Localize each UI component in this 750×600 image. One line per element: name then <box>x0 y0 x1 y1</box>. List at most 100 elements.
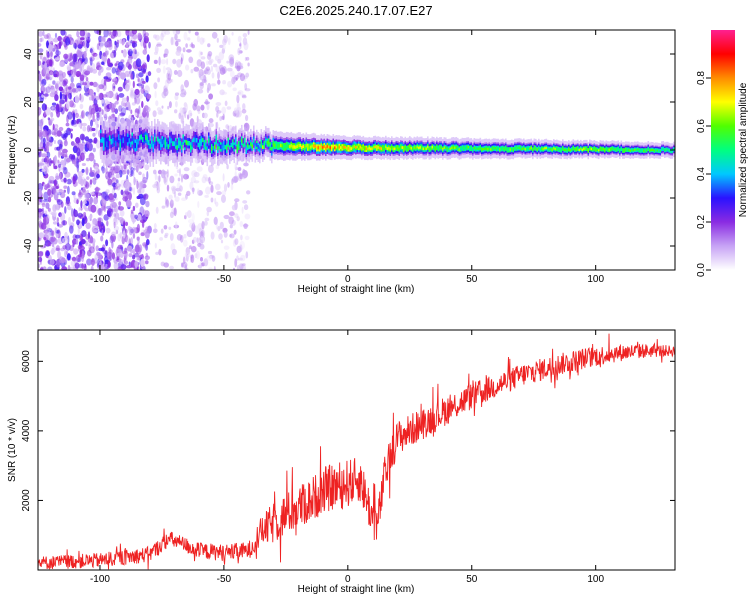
noise-cell <box>41 207 45 216</box>
noise-cell <box>105 166 108 175</box>
noise-cell <box>163 53 168 58</box>
noise-cell <box>53 73 58 78</box>
noise-cell <box>83 40 87 48</box>
noise-cell <box>155 100 159 107</box>
signal-cell <box>307 145 309 149</box>
noise-cell <box>173 190 177 199</box>
noise-cell <box>164 196 168 205</box>
noise-cell <box>119 112 126 116</box>
noise-cell <box>234 198 240 203</box>
signal-cell <box>275 143 278 147</box>
noise-cell <box>65 91 69 96</box>
noise-cell <box>54 188 59 195</box>
noise-cell <box>101 165 105 174</box>
noise-cell <box>215 201 219 207</box>
signal-cell <box>508 148 510 152</box>
noise-cell <box>114 207 118 213</box>
noise-cell <box>184 264 188 270</box>
noise-cell <box>121 250 128 255</box>
signal-cell <box>379 146 381 150</box>
noise-cell <box>44 210 48 216</box>
noise-cell <box>189 43 194 48</box>
noise-cell <box>80 207 83 211</box>
noise-cell <box>181 197 187 201</box>
signal-cell <box>598 149 600 152</box>
signal-cell <box>479 146 482 149</box>
signal-cell <box>212 146 215 151</box>
noise-cell <box>134 88 140 96</box>
noise-cell <box>161 30 166 38</box>
noise-cell <box>130 170 134 177</box>
noise-cell <box>115 229 119 235</box>
noise-cell <box>74 210 77 216</box>
noise-cell <box>63 177 67 183</box>
noise-cell <box>95 125 98 135</box>
noise-cell <box>47 117 50 121</box>
signal-cell <box>128 138 131 144</box>
signal-cell <box>527 147 530 150</box>
signal-cell <box>221 145 224 150</box>
signal-cell <box>541 147 543 150</box>
signal-cell <box>400 145 402 149</box>
noise-cell <box>191 239 195 244</box>
noise-cell <box>72 242 75 248</box>
noise-cell <box>56 48 59 57</box>
signal-cell <box>602 148 605 151</box>
noise-cell <box>105 227 111 234</box>
noise-cell <box>145 243 149 251</box>
signal-cell <box>487 147 489 151</box>
noise-cell <box>88 246 95 254</box>
noise-cell <box>95 186 99 195</box>
noise-cell <box>38 60 42 67</box>
y-tick-label: -20 <box>23 190 34 205</box>
colorbar-gradient <box>711 30 735 270</box>
noise-cell <box>244 88 251 92</box>
noise-cell <box>137 189 142 194</box>
noise-cell <box>126 34 130 41</box>
signal-cell <box>178 140 180 146</box>
noise-cell <box>234 162 237 171</box>
noise-cell <box>153 169 157 175</box>
noise-cell <box>177 69 183 78</box>
noise-cell <box>166 184 170 192</box>
signal-cell <box>656 149 659 152</box>
signal-cell <box>187 140 189 146</box>
noise-cell <box>134 252 139 258</box>
signal-cell <box>352 146 354 150</box>
noise-cell <box>68 216 71 226</box>
noise-cell <box>239 73 246 82</box>
signal-cell <box>464 146 467 150</box>
signal-cell <box>461 146 464 150</box>
signal-cell <box>329 146 332 150</box>
signal-cell <box>262 145 264 149</box>
noise-cell <box>223 245 230 250</box>
spectrogram-panel: -100 -50 0 50 100 -40 -20 0 20 40 Height of stra… <box>7 29 676 295</box>
noise-cell <box>69 54 73 61</box>
noise-cell <box>107 261 111 268</box>
noise-cell <box>153 34 157 39</box>
signal-cell <box>349 147 351 150</box>
noise-cell <box>66 100 70 110</box>
signal-cell <box>466 146 468 149</box>
signal-cell <box>202 137 204 143</box>
noise-cell <box>49 70 54 80</box>
signal-cell <box>260 142 263 146</box>
noise-cell <box>206 60 209 66</box>
noise-cell <box>169 211 174 218</box>
noise-cell <box>222 38 227 46</box>
noise-cell <box>77 244 83 250</box>
noise-cell <box>77 212 83 218</box>
noise-cell <box>163 178 168 186</box>
noise-cell <box>50 186 57 194</box>
signal-cell <box>580 147 582 150</box>
signal-cell <box>646 149 648 152</box>
signal-cell <box>104 138 107 144</box>
noise-cell <box>88 96 92 101</box>
signal-cell <box>124 139 126 146</box>
noise-cell <box>208 267 213 270</box>
noise-cell <box>83 50 87 59</box>
noise-cell <box>85 222 91 230</box>
signal-cell <box>455 146 458 149</box>
signal-cell <box>434 147 437 151</box>
noise-cell <box>118 258 124 265</box>
